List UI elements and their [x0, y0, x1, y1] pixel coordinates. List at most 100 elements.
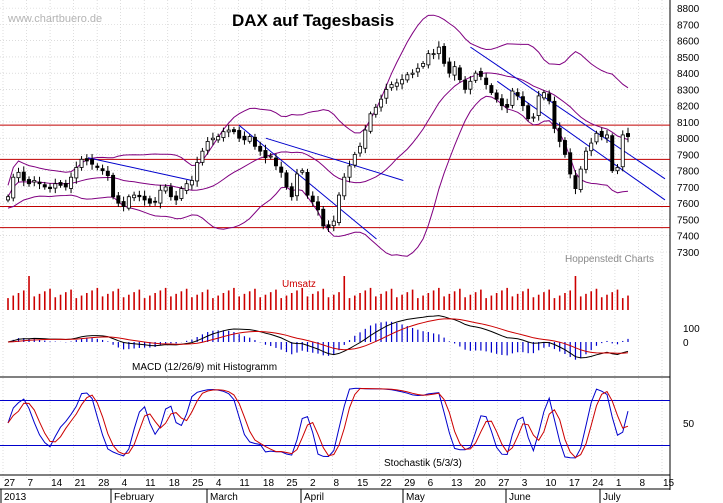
candle-body: [158, 189, 163, 204]
date-tick-label: 11: [145, 478, 156, 489]
candle-body: [252, 136, 257, 147]
candle-body: [184, 183, 189, 191]
candle-body: [90, 159, 95, 165]
volume-bar: [238, 296, 240, 310]
stochastic-d-line: [7, 387, 629, 459]
candle-body: [310, 195, 315, 202]
volume-bar: [600, 297, 603, 310]
candle-body: [226, 129, 231, 133]
volume-bar: [196, 294, 198, 310]
volume-bar: [422, 295, 424, 310]
candle-body: [436, 46, 441, 55]
date-tick-label: 4: [122, 478, 128, 489]
candle-body: [195, 162, 200, 182]
volume-bar: [12, 295, 15, 310]
date-tick-label: 13: [451, 478, 463, 489]
candle-body: [263, 150, 268, 159]
volume-bar: [222, 293, 225, 310]
stochastic-panel: [0, 387, 670, 459]
candle-body: [331, 220, 336, 227]
support-resistance-levels: [0, 124, 670, 229]
volume-bar: [91, 290, 93, 310]
trend-line: [496, 80, 666, 201]
candle-body: [237, 130, 242, 139]
volume-bar: [22, 290, 25, 310]
price-tick-label: 8600: [677, 37, 700, 48]
price-tick-label: 8200: [677, 102, 700, 113]
candle-body: [58, 182, 63, 186]
volume-bar: [343, 276, 346, 310]
candle-body: [289, 186, 294, 198]
candle-body: [583, 150, 588, 170]
candle-body: [105, 170, 110, 176]
price-tick-label: 8100: [677, 118, 700, 129]
candle-body: [447, 61, 452, 74]
candle-body: [163, 186, 168, 192]
date-tick-label: 25: [286, 478, 298, 489]
candle-body: [42, 184, 47, 188]
volume-bar: [338, 292, 340, 310]
candle-body: [384, 89, 389, 99]
volume-bar: [490, 295, 493, 310]
volume-bar: [64, 292, 67, 310]
volume-bar: [201, 292, 204, 310]
volume-bar: [369, 287, 372, 310]
candle-body: [63, 182, 68, 188]
month-label: 2013: [4, 492, 27, 503]
date-tick-label: 24: [592, 478, 604, 489]
price-tick-label: 7400: [677, 232, 700, 243]
price-tick-label: 8300: [677, 85, 700, 96]
candle-body: [510, 90, 515, 106]
candle-body: [400, 79, 405, 85]
volume-bar: [117, 288, 120, 310]
price-tick-label: 8400: [677, 69, 700, 80]
volume-bar: [43, 291, 46, 310]
volume-bar: [353, 295, 356, 310]
candle-body: [536, 95, 541, 116]
candle-body: [379, 98, 384, 108]
volume-bar: [553, 298, 556, 310]
volume-bar: [427, 293, 430, 310]
volume-bar: [569, 290, 572, 310]
price-tick-label: 8500: [677, 53, 700, 64]
candle-body: [32, 180, 37, 183]
candle-body: [626, 133, 630, 137]
candle-body: [578, 168, 583, 190]
volume-bar: [28, 276, 30, 310]
date-tick-label: 20: [475, 478, 487, 489]
volume-bar: [185, 288, 188, 310]
candle-body: [242, 135, 247, 141]
candle-body: [373, 106, 378, 115]
volume-bar: [380, 293, 382, 310]
candle-body: [316, 201, 320, 211]
date-tick-label: 7: [28, 478, 34, 489]
candle-body: [363, 129, 368, 149]
volume-bar: [212, 298, 214, 310]
candle-body: [21, 171, 26, 181]
volume-bar: [128, 294, 130, 310]
volume-bar: [280, 298, 283, 310]
candle-body: [478, 71, 483, 77]
candle-body: [231, 129, 236, 133]
candle-body: [599, 130, 604, 137]
volume-bar: [537, 294, 540, 310]
candle-body: [321, 208, 326, 227]
volume-bar: [122, 297, 125, 310]
volume-bar: [417, 298, 419, 310]
volume-bar: [180, 291, 183, 310]
date-tick-label: 29: [404, 478, 416, 489]
volume-bar: [621, 298, 624, 310]
volume-bar: [243, 293, 246, 310]
candle-body: [547, 93, 552, 102]
month-label: July: [603, 492, 621, 503]
volume-bar: [506, 287, 508, 310]
volume-bar: [275, 289, 277, 310]
candle-body: [300, 170, 305, 173]
volume-bar: [170, 296, 172, 310]
candle-body: [541, 92, 546, 99]
candle-body: [442, 46, 447, 64]
date-tick-label: 11: [239, 478, 250, 489]
volume-bar: [233, 287, 235, 310]
candle-body: [505, 104, 510, 108]
volume-bar: [606, 294, 608, 310]
